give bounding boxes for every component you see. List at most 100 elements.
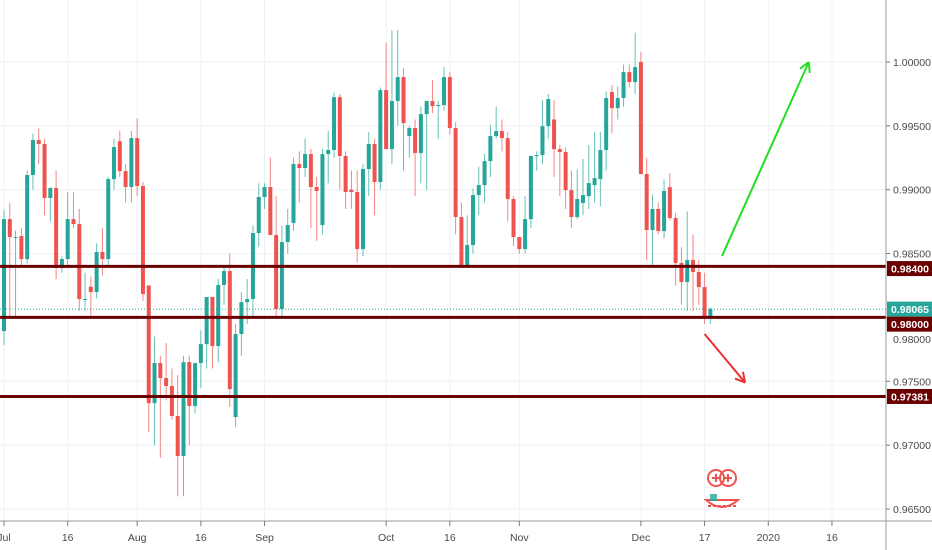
candle-body (77, 224, 82, 300)
candle-bullish (291, 157, 296, 231)
candle-bearish (667, 173, 672, 221)
candle-body (389, 101, 394, 150)
candle-bearish (210, 296, 215, 369)
candle-bearish (413, 119, 418, 197)
candle-bullish (233, 323, 238, 428)
y-tick-label: 0.98000 (893, 334, 931, 346)
candle-body (181, 362, 186, 456)
price-axis[interactable]: 1.00000 0.99500 0.99000 0.98500 0.98000 0.975… (886, 57, 931, 516)
candle-body (621, 72, 626, 99)
arrow-up-icon (721, 61, 811, 257)
candle-bullish (30, 133, 35, 190)
candle-bearish (430, 79, 435, 114)
candle-body (644, 174, 649, 231)
candle-bullish (523, 196, 528, 254)
candle-bullish (320, 148, 325, 235)
candle-body (222, 271, 227, 285)
candle-bullish (442, 67, 447, 111)
candle-body (140, 186, 145, 295)
candle-bearish (314, 176, 319, 241)
candle-bullish (129, 130, 134, 203)
candle-bullish (152, 336, 157, 446)
candle-body (598, 149, 603, 180)
candle-bullish (436, 100, 441, 139)
candle-body (546, 99, 551, 127)
candle-body (48, 188, 53, 199)
candle-body (488, 136, 493, 162)
candle-body (146, 285, 151, 404)
y-tick-label: 0.99000 (893, 185, 931, 197)
candle-body (696, 272, 701, 288)
x-tick-label: Dec (632, 532, 651, 544)
candle-bullish (94, 243, 99, 299)
candle-bullish (332, 92, 337, 158)
candle-body (685, 260, 690, 283)
candle-bearish (447, 72, 452, 135)
x-tick-label: Nov (510, 532, 529, 544)
candle-body (575, 199, 580, 218)
candle-bullish (685, 211, 690, 312)
arrow-down-icon (703, 333, 747, 384)
candle-bullish (239, 291, 244, 356)
candle-bullish (25, 170, 30, 264)
current-price-label-bg (887, 301, 932, 317)
candle-body (349, 189, 354, 193)
candle-bearish (552, 100, 557, 177)
candle-bullish (2, 210, 6, 345)
candle-bullish (534, 151, 539, 171)
candle-bullish (59, 256, 64, 273)
candle-bullish (256, 183, 261, 248)
candle-body (627, 72, 632, 83)
candle-bullish (586, 145, 591, 209)
candle-body (274, 235, 279, 309)
candle-bearish (158, 355, 163, 458)
candle-body (227, 271, 232, 390)
candle-body (511, 199, 516, 238)
candle-bullish (424, 100, 429, 190)
candle-bullish (204, 296, 209, 369)
candle-body (702, 287, 707, 319)
x-tick-label: 16 (826, 532, 838, 544)
candle-body (88, 286, 93, 293)
candle-body (308, 154, 313, 188)
candle-bullish (708, 307, 713, 324)
trend-arrows (703, 61, 811, 384)
y-tick-label: 0.97500 (893, 376, 931, 388)
candle-bearish (71, 192, 76, 229)
candle-body (187, 362, 192, 407)
candle-body (360, 169, 365, 250)
candle-bearish (36, 128, 41, 165)
candle-bullish (546, 93, 551, 139)
candle-body (609, 92, 614, 109)
candle-bullish (106, 176, 111, 267)
candle-body (662, 190, 667, 232)
x-tick-label: Jul (0, 532, 11, 544)
candle-body (442, 77, 447, 106)
level-price-label-bg (887, 316, 932, 332)
candle-bearish (499, 119, 504, 152)
y-tick-label: 0.98500 (893, 249, 931, 261)
candle-bearish (123, 164, 128, 203)
candle-bullish (662, 179, 667, 239)
candle-body (453, 128, 458, 218)
candle-bearish (557, 145, 562, 197)
candle-body (233, 334, 238, 418)
support-resistance-levels[interactable] (0, 264, 886, 398)
candle-bearish (77, 208, 82, 312)
candle-bullish (418, 106, 423, 184)
y-tick-label: 1.00000 (893, 57, 931, 69)
candle-body (679, 263, 684, 283)
candle-body (505, 138, 510, 200)
candle-bearish (609, 84, 614, 134)
candle-bearish (274, 196, 279, 318)
candle-body (42, 143, 47, 199)
candle-bearish (627, 64, 632, 88)
candle-body (534, 155, 539, 157)
candle-bearish (7, 202, 12, 318)
candle-body (19, 236, 24, 260)
candle-body (517, 237, 522, 250)
candle-bearish (401, 68, 406, 171)
time-axis[interactable]: Jul 16 Aug 16 Sep Oct 16 Nov Dec 17 2020 16 (0, 521, 838, 544)
candle-body (210, 296, 215, 347)
